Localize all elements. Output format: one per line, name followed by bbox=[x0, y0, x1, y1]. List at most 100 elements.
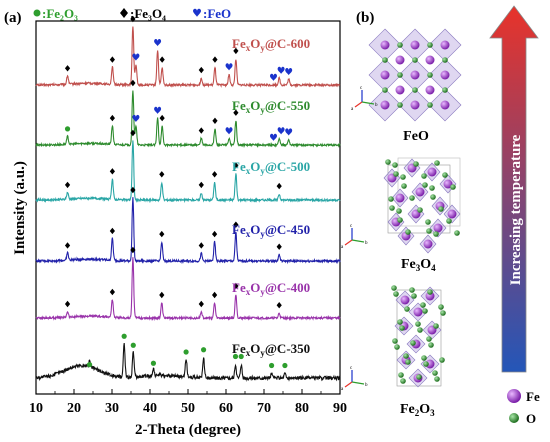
peak-marker-4-6 bbox=[212, 230, 218, 238]
feo-atom-2-2 bbox=[410, 70, 420, 80]
fe3o4-o-atom-10 bbox=[405, 229, 411, 235]
fe2o3-o-atom-3 bbox=[426, 336, 432, 342]
fe3o4-o-atom-7 bbox=[434, 160, 440, 166]
peak-marker-6-10 bbox=[282, 362, 288, 369]
peak-marker-2-11 bbox=[270, 133, 277, 141]
fe3o4-o-atom-23 bbox=[396, 208, 402, 214]
fe2o3-o-atom-24 bbox=[411, 293, 417, 299]
atom-legend-fe: Fe bbox=[526, 389, 540, 404]
series-label-5: FexOy@C-400 bbox=[232, 280, 310, 297]
peak-marker-2-6 bbox=[159, 114, 165, 122]
fe3o4-o-atom-16 bbox=[417, 207, 423, 213]
fe2o3-o-atom-27 bbox=[394, 344, 400, 350]
peak-marker-6-3 bbox=[130, 342, 136, 348]
peak-marker-4-7 bbox=[233, 221, 239, 228]
fe3o4-o-atom-17 bbox=[454, 230, 460, 236]
fe2o3-o-atom-26 bbox=[417, 327, 423, 333]
series-label-3: FexOy@C-500 bbox=[232, 159, 310, 176]
fe3o4-o-atom-13 bbox=[446, 218, 452, 224]
fe3o4-o-atom-1 bbox=[422, 182, 428, 188]
peak-marker-1-1 bbox=[64, 65, 71, 72]
fe2o3-o-atom-23 bbox=[434, 376, 440, 382]
feo-atom-0-1 bbox=[397, 42, 403, 48]
fe3o4-axis-label-a: a bbox=[341, 245, 344, 250]
peak-marker-2-12 bbox=[277, 127, 285, 135]
peak-marker-5-1 bbox=[64, 300, 71, 308]
fe3o4-o-atom-14 bbox=[413, 161, 419, 167]
peak-marker-1-12 bbox=[277, 66, 285, 75]
fe3o4-o-atom-19 bbox=[388, 196, 394, 202]
temperature-arrow-text: Increasing temperature bbox=[508, 134, 524, 285]
fe2o3-o-atom-12 bbox=[427, 289, 433, 295]
x-tick-label-10: 10 bbox=[29, 401, 43, 416]
series-label-1: FexOy@C-600 bbox=[232, 36, 310, 53]
peak-marker-1-10 bbox=[233, 47, 239, 55]
peak-marker-5-4 bbox=[159, 291, 165, 299]
fe2o3-o-atom-22 bbox=[405, 359, 411, 365]
series-labels: FexOy@C-600 FexOy@C-550 FexOy@C-500 FexOy@C… bbox=[232, 36, 310, 358]
fe2o3-axis-b bbox=[351, 381, 365, 385]
fe2o3-o-atom-6 bbox=[409, 287, 415, 293]
fe2o3-o-atom-15 bbox=[410, 340, 416, 346]
fe2o3-axis-label-c: c bbox=[350, 366, 353, 371]
feo-atom-2-0 bbox=[380, 70, 390, 80]
crystal-structures: c b a c b a c b a bbox=[341, 28, 462, 392]
fe3o4-o-atom-15 bbox=[450, 184, 456, 190]
fe3o4-axis-label-c: c bbox=[350, 224, 353, 229]
fe3o4-o-atom-12 bbox=[409, 195, 415, 201]
x-tick-label-80: 80 bbox=[295, 401, 309, 416]
fe2o3-o-atom-18 bbox=[393, 291, 399, 297]
fe2o3-o-atom-25 bbox=[440, 310, 446, 316]
svg-text:Fe2O3: Fe2O3 bbox=[400, 402, 435, 418]
fe2o3-fe-atom-7 bbox=[425, 359, 435, 369]
peak-marker-4-5 bbox=[198, 242, 204, 249]
peak-marker-6-4 bbox=[150, 360, 157, 366]
fe2o3-fe-atom-2 bbox=[413, 307, 423, 317]
fe2o3-o-atom-1 bbox=[420, 302, 426, 308]
fe3o4-fe-atom-12 bbox=[423, 239, 433, 249]
peak-marker-6-7 bbox=[232, 353, 239, 360]
feo-axis-label-b: b bbox=[375, 103, 378, 108]
o-atom-icon bbox=[509, 413, 519, 423]
peak-marker-3-4 bbox=[159, 171, 165, 178]
peak-marker-5-6 bbox=[212, 291, 218, 299]
peak-marker-3-7 bbox=[233, 162, 239, 169]
fe-atom-icon bbox=[507, 389, 521, 403]
feo-atom-1-4 bbox=[442, 57, 448, 63]
peak-marker-4-4 bbox=[159, 230, 165, 238]
fe3o4-o-atom-11 bbox=[442, 172, 448, 178]
peak-marker-3-1 bbox=[64, 181, 71, 189]
peak-marker-2-1 bbox=[64, 126, 71, 132]
xrd-line-3 bbox=[35, 140, 341, 204]
feo-atom-4-4 bbox=[440, 100, 450, 110]
feo-axis-label-a: a bbox=[351, 107, 354, 112]
x-tick-label-40: 40 bbox=[143, 401, 157, 416]
feo-axis-b bbox=[361, 101, 375, 105]
feo-atom-1-1 bbox=[395, 55, 405, 65]
fe3o4-o-atom-0 bbox=[385, 159, 391, 165]
fe2o3-axis-label-a: a bbox=[341, 387, 344, 392]
peak-marker-2-4 bbox=[132, 114, 140, 123]
peak-marker-4-8 bbox=[276, 243, 282, 250]
peak-marker-3-2 bbox=[109, 168, 115, 175]
legend-feo-icon bbox=[193, 8, 201, 17]
peak-marker-5-3 bbox=[130, 246, 136, 254]
x-tick-label-60: 60 bbox=[219, 401, 233, 416]
structure-label-fe2o3: Fe2O3 bbox=[400, 402, 435, 418]
fe3o4-unit-cell bbox=[387, 164, 451, 234]
peak-marker-3-8 bbox=[276, 182, 282, 190]
peak-marker-2-10 bbox=[233, 109, 239, 116]
fe3o4-o-atom-3 bbox=[426, 228, 432, 234]
peak-marker-1-4 bbox=[132, 53, 140, 61]
fe2o3-o-atom-10 bbox=[421, 355, 427, 361]
peak-marker-3-6 bbox=[212, 171, 218, 178]
feo-atom-4-1 bbox=[397, 102, 403, 108]
peak-marker-6-6 bbox=[200, 347, 207, 353]
fe3o4-fe-atom-9 bbox=[433, 223, 443, 233]
fe3o4-o-atom-25 bbox=[400, 174, 406, 180]
atom-legend: Fe O bbox=[507, 389, 540, 426]
peak-marker-5-2 bbox=[109, 288, 115, 296]
peak-marker-1-3 bbox=[130, 15, 136, 23]
fe3o4-o-atom-5 bbox=[430, 194, 436, 200]
svg-text:Fe3O4: Fe3O4 bbox=[401, 257, 436, 273]
